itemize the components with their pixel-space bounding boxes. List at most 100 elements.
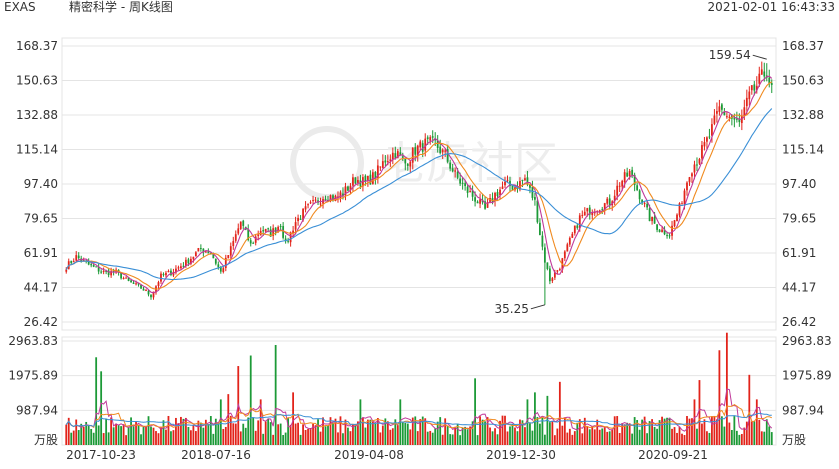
volume-bar [606, 431, 609, 445]
candle-body [304, 206, 307, 210]
candle-body [82, 259, 85, 261]
candle-body [394, 153, 397, 158]
candle-body [601, 209, 604, 211]
volume-panel-frame [61, 336, 777, 446]
candle-body [324, 198, 327, 200]
candle-body [658, 229, 661, 232]
volume-bar [646, 433, 649, 445]
volume-bar [337, 432, 339, 445]
volume-bar [456, 423, 459, 445]
volume-bar [339, 416, 342, 445]
volume-bar [386, 421, 389, 445]
candle-body [344, 186, 347, 196]
candle-body [329, 195, 332, 202]
volume-bar [90, 428, 93, 445]
volume-bar [688, 418, 691, 445]
volume-bar [616, 416, 619, 445]
candle-body [534, 197, 536, 200]
volume-bar [723, 426, 726, 445]
candle-body [229, 246, 232, 256]
volume-bar [486, 417, 489, 445]
volume-bar [598, 429, 601, 445]
volume-bar [376, 418, 379, 445]
candle-body [536, 200, 539, 223]
volume-bar [105, 419, 108, 445]
candle-body [501, 186, 504, 189]
candle-body [693, 164, 696, 173]
volume-bar [658, 420, 661, 445]
candle-body [633, 174, 636, 185]
candle-body [456, 171, 459, 178]
volume-bar [369, 419, 372, 445]
candle-body [738, 119, 741, 123]
volume-bar [252, 417, 255, 445]
price-tick-right: 97.40 [782, 177, 816, 191]
candle-body [618, 185, 621, 187]
volume-bar [740, 433, 743, 445]
candle-body [511, 185, 514, 190]
candle-body [750, 85, 753, 91]
volume-bar [366, 419, 369, 445]
candle-body [359, 180, 362, 187]
candle-body [616, 185, 619, 196]
volume-bar [157, 433, 160, 445]
candle-body [416, 145, 419, 157]
candle-body [671, 225, 673, 236]
candle-body [185, 259, 187, 267]
volume-bar [479, 416, 481, 445]
volume-bar [581, 433, 584, 445]
volume-bar [454, 426, 457, 445]
volume-bar [441, 434, 444, 445]
low-annotation-label: 35.25 [495, 302, 529, 316]
candle-body [194, 252, 197, 257]
candle-body [548, 268, 551, 282]
volume-bar [621, 423, 624, 445]
volume-bar [459, 435, 462, 445]
volume-bar [578, 419, 581, 445]
volume-bar [548, 422, 551, 445]
volume-bar [583, 417, 586, 445]
candle-body [357, 180, 359, 183]
candle-body [486, 202, 489, 208]
volume-bar [177, 423, 180, 445]
candle-body [431, 136, 434, 138]
candle-body [728, 116, 731, 118]
volume-bar [703, 419, 706, 445]
volume-bar [421, 416, 424, 445]
candle-body [459, 178, 462, 184]
volume-bar [534, 392, 536, 445]
volume-bar [469, 426, 472, 445]
candle-body [374, 171, 377, 179]
volume-unit-right: 万股 [782, 433, 806, 447]
candle-body [137, 282, 140, 285]
volume-bar [379, 432, 382, 445]
volume-bar [182, 418, 185, 445]
candle-body [426, 137, 429, 139]
volume-bar [499, 420, 501, 445]
candle-body [312, 200, 314, 202]
volume-bar [140, 434, 142, 445]
candle-body [588, 207, 591, 215]
candle-body [539, 222, 541, 236]
volume-bar [224, 426, 227, 445]
volume-bar [122, 424, 125, 445]
candle-body [192, 256, 195, 260]
candle-body [396, 151, 399, 158]
volume-bar [137, 425, 140, 445]
candle-body [678, 203, 681, 216]
candle-body [182, 265, 185, 267]
volume-bar [748, 374, 751, 445]
candle-body [199, 247, 202, 249]
candle-body [342, 193, 344, 196]
price-tick-right: 115.14 [782, 142, 824, 156]
candle-body [706, 137, 708, 142]
candle-body [753, 84, 756, 91]
candle-body [571, 233, 574, 238]
volume-bar [681, 433, 683, 445]
candle-body [247, 229, 250, 241]
volume-bar [197, 420, 200, 445]
volume-tick-right: 1975.89 [782, 369, 832, 383]
volume-bar [501, 415, 504, 445]
candle-body [621, 180, 624, 187]
volume-bar [354, 424, 357, 445]
